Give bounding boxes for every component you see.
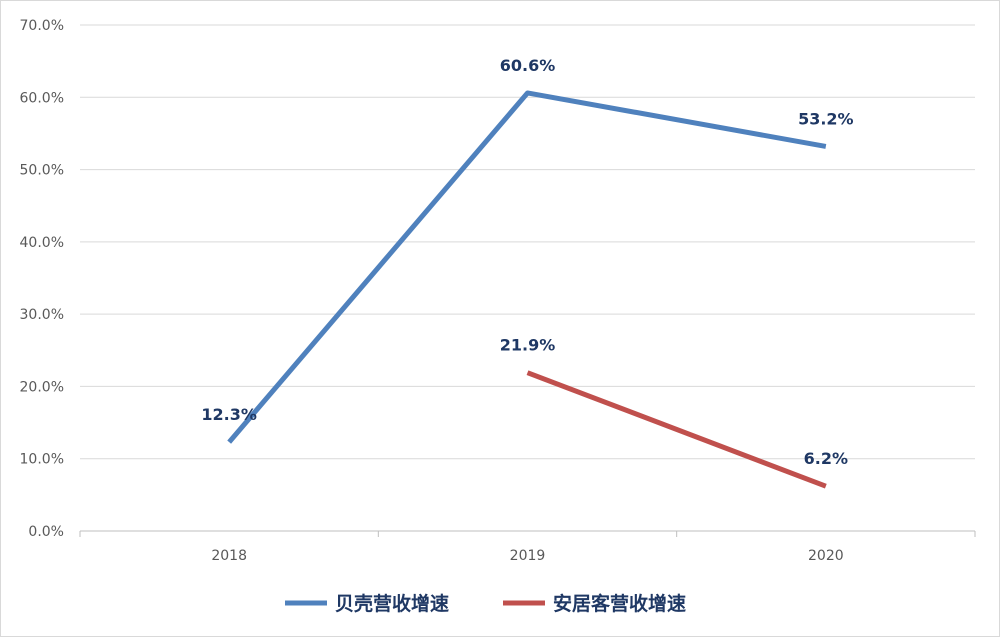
series-line: [526, 370, 827, 489]
x-tick-label: 2018: [211, 548, 247, 564]
data-label: 21.9%: [500, 336, 556, 355]
y-tick-label: 20.0%: [20, 379, 64, 395]
data-label: 6.2%: [804, 449, 848, 468]
x-tick-label: 2019: [510, 548, 546, 564]
legend-label: 贝壳营收增速: [335, 592, 449, 615]
y-tick-label: 0.0%: [28, 524, 64, 540]
data-label: 53.2%: [798, 109, 854, 128]
x-tick-label: 2020: [808, 548, 844, 564]
y-tick-label: 50.0%: [20, 163, 64, 179]
y-tick-label: 70.0%: [20, 18, 64, 34]
y-tick-label: 40.0%: [20, 235, 64, 251]
legend-label: 安居客营收增速: [553, 592, 686, 615]
y-tick-label: 60.0%: [20, 90, 64, 106]
data-label: 12.3%: [201, 405, 257, 424]
series-line: [227, 90, 827, 444]
y-tick-label: 10.0%: [20, 452, 64, 468]
data-label: 60.6%: [500, 56, 556, 75]
y-tick-label: 30.0%: [20, 307, 64, 323]
